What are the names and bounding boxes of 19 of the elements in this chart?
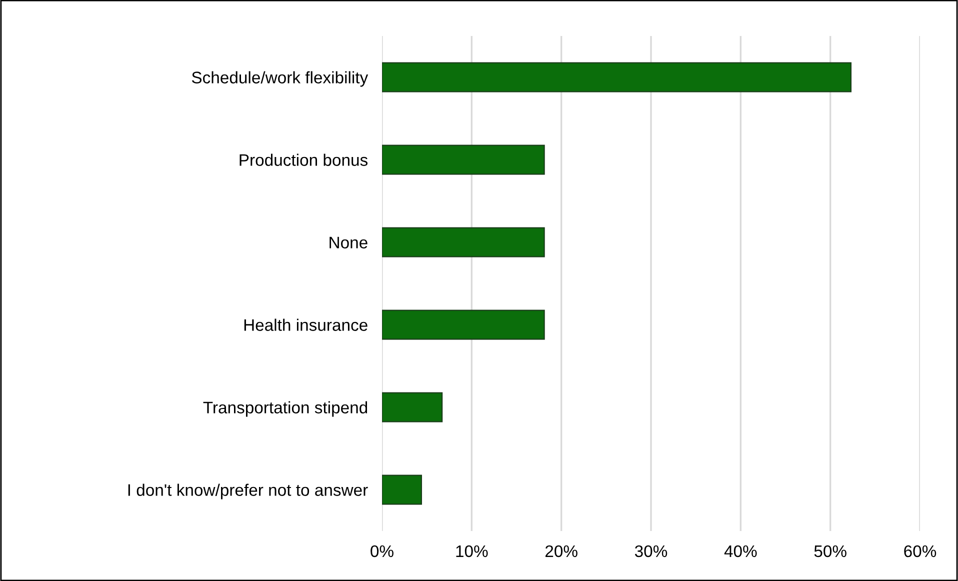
x-tick-label: 0%	[370, 545, 394, 558]
x-tick-label: 60%	[904, 545, 936, 558]
x-tick-label: 40%	[724, 545, 757, 558]
bar	[382, 392, 443, 422]
bar	[382, 144, 545, 175]
x-tick-label: 50%	[814, 545, 846, 558]
bar	[382, 227, 545, 258]
bar	[382, 310, 545, 340]
y-tick-label: Schedule/work flexibility	[192, 71, 368, 87]
y-tick-label: Production bonus	[240, 154, 368, 166]
x-tick-label: 30%	[634, 545, 668, 558]
y-tick-label: Transportation stipend	[203, 401, 368, 417]
bar	[382, 62, 852, 92]
y-tick-label: None	[330, 236, 368, 248]
x-tick-label: 10%	[456, 545, 488, 558]
x-tick-label: 20%	[545, 545, 578, 558]
y-tick-label: I don't know/prefer not to answer	[128, 484, 368, 500]
bar	[382, 474, 422, 505]
y-tick-label: Health insurance	[244, 318, 368, 331]
